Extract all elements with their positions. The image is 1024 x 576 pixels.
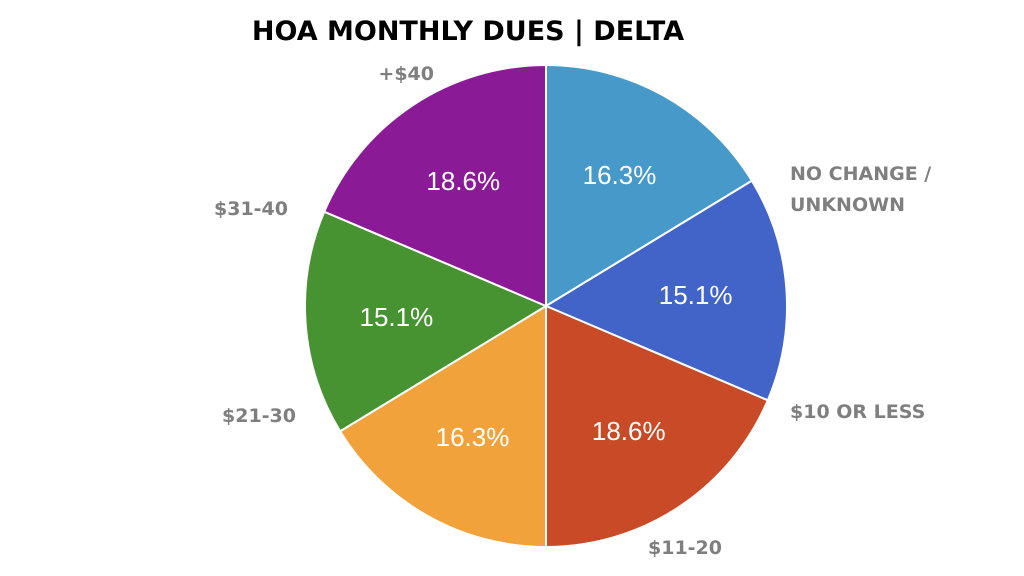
slice-value-label-2: 18.6% — [592, 416, 666, 446]
slice-category-label-2: $11-20 — [648, 537, 722, 559]
slice-value-label-0: 16.3% — [583, 160, 657, 190]
chart-title: HOA MONTHLY DUES | DELTA — [252, 16, 684, 47]
slice-value-labels: 16.3% 15.1% 18.6% 16.3% 15.1% 18.6% — [360, 160, 733, 452]
pie-slice-5 — [323, 64, 547, 307]
pie-slice-0 — [545, 64, 753, 307]
slice-category-label-3: $21-30 — [222, 405, 296, 427]
pie-slice-4 — [304, 210, 547, 433]
slice-category-label-0: NO CHANGE / UNKNOWN — [790, 163, 931, 216]
slice-value-label-5: 18.6% — [426, 166, 500, 196]
pie-slice-2 — [545, 305, 769, 548]
slice-value-label-4: 15.1% — [360, 302, 434, 332]
slice-category-label-5: +$40 — [378, 63, 434, 85]
slice-value-label-1: 15.1% — [659, 280, 733, 310]
slice-category-labels: NO CHANGE / UNKNOWN $10 OR LESS $11-20 $21-3… — [214, 63, 931, 559]
slice-category-label-4: $31-40 — [214, 198, 288, 220]
slice-value-label-3: 16.3% — [436, 422, 510, 452]
slice-category-label-1: $10 OR LESS — [790, 401, 925, 423]
pie-slice-1 — [545, 179, 788, 402]
pie-slices — [304, 64, 788, 548]
pie-slice-3 — [339, 305, 547, 548]
